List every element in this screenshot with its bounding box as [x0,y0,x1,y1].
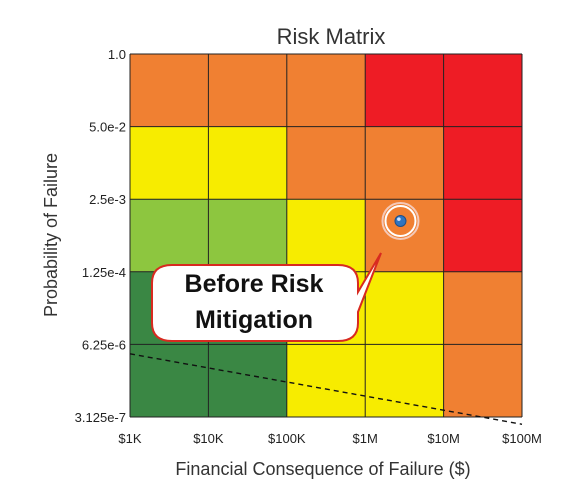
matrix-cell [286,344,366,417]
point-inner-ring [384,204,417,237]
callout-line-1: Before Risk [185,270,324,298]
matrix-cell [443,54,522,127]
matrix-cell [365,344,444,417]
matrix-cell [365,271,444,345]
matrix-cell [130,54,209,127]
matrix-cell [365,54,444,127]
y-tick-label: 1.0 [108,47,126,62]
matrix-cell [208,126,287,200]
matrix-cell [286,126,366,200]
matrix-cell [208,199,287,272]
data-point [394,214,407,227]
x-tick-label: $10M [427,431,460,446]
callout-bubble: Before Risk Mitigation [151,252,382,342]
y-axis-label: Probability of Failure [41,153,61,317]
y-tick-label: 3.125e-7 [75,410,126,425]
chart-title: Risk Matrix [277,24,386,49]
callout-shape [151,252,382,342]
x-tick-label: $100M [502,431,542,446]
callout-line-2: Mitigation [195,306,313,334]
x-axis-label: Financial Consequence of Failure ($) [175,459,470,479]
matrix-cell [130,199,209,272]
risk-point [381,201,420,240]
matrix-cell [130,126,209,200]
y-tick-label: 5.0e-2 [89,120,126,135]
y-tick-label: 1.25e-4 [82,265,126,280]
point-highlight [397,217,401,221]
matrix-cells [130,54,522,417]
x-tick-label: $100K [268,431,306,446]
matrix-cell [443,199,522,272]
y-tick-label: 6.25e-6 [82,337,126,352]
x-tick-label: $1M [353,431,378,446]
matrix-cell [365,126,444,200]
matrix-cell [443,344,522,417]
x-tick-labels: $1K $10K $100K $1M $10M $100M [118,431,541,446]
matrix-cell [286,199,366,272]
y-tick-label: 2.5e-3 [89,192,126,207]
matrix-cell [208,54,287,127]
point-outer-ring [381,201,420,240]
risk-line [129,353,523,425]
matrix-cell [443,271,522,345]
x-tick-label: $1K [118,431,141,446]
matrix-cell [286,54,366,127]
matrix-cell [443,126,522,200]
y-tick-labels: 1.0 5.0e-2 2.5e-3 1.25e-4 6.25e-6 3.125e-7 [75,47,126,425]
risk-threshold-line [129,353,523,425]
matrix-cell [208,344,287,417]
x-tick-label: $10K [193,431,224,446]
